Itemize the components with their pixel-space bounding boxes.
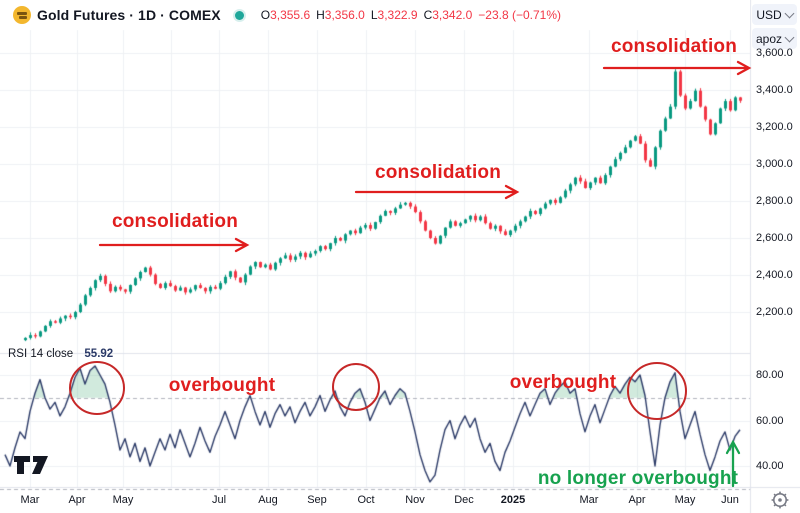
time-axis-label: Aug [258, 494, 278, 506]
open-label: O [260, 8, 271, 22]
price-axis-label: 3,400.0 [756, 84, 793, 96]
price-axis-label: 2,400.0 [756, 269, 793, 281]
close-value: 3,342.0 [432, 8, 473, 22]
price-axis-label: 80.00 [756, 369, 784, 381]
price-axis-label: 3,200.0 [756, 121, 793, 133]
annotation-consolidation-1: consolidation [111, 211, 239, 232]
time-axis-label: Jul [211, 494, 227, 506]
price-axis-label: 60.00 [756, 415, 784, 427]
chevron-down-icon [784, 8, 795, 18]
low-label: L [370, 8, 378, 22]
high-label: H [316, 8, 325, 22]
time-axis-label: Nov [405, 494, 425, 506]
chevron-down-icon [784, 32, 795, 42]
symbol-title[interactable]: Gold Futures · 1D · COMEX [37, 7, 221, 23]
low-value: 3,322.9 [377, 8, 418, 22]
annotation-overbought-1: overbought [168, 375, 276, 396]
unit-select-label: apoz [755, 31, 783, 46]
price-axis-label: 2,200.0 [756, 306, 793, 318]
time-axis-label: Mar [579, 494, 599, 506]
time-axis-label: Sep [307, 494, 327, 506]
currency-select-label: USD [756, 7, 782, 22]
gold-symbol-icon [13, 6, 31, 24]
chart-legend-bar: Gold Futures · 1D · COMEX O3,355.6 H3,356… [0, 0, 750, 30]
ohlc-values: O3,355.6 H3,356.0 L3,322.9 C3,342.0 −23.8 (−… [261, 8, 561, 22]
time-axis-label: Oct [357, 494, 375, 506]
annotation-consolidation-2: consolidation [374, 162, 502, 183]
time-axis-label: May [112, 494, 134, 506]
time-axis-label: 2025 [500, 494, 526, 506]
price-axis-label: 40.00 [756, 460, 784, 472]
rsi-indicator-label: RSI 14 close [8, 348, 74, 360]
price-axis-label: 2,600.0 [756, 232, 793, 244]
time-axis-label: May [674, 494, 696, 506]
change-value: −23.8 (−0.71%) [478, 8, 562, 22]
close-label: C [423, 8, 433, 22]
annotation-overbought-2: overbought [509, 372, 617, 393]
rsi-indicator-legend[interactable]: RSI 14 close 55.92 [8, 348, 113, 360]
currency-select-button[interactable]: USD [752, 4, 797, 25]
high-value: 3,356.0 [324, 8, 365, 22]
time-axis-label: Mar [20, 494, 40, 506]
annotation-no-longer-overbought: no longer overbought [537, 468, 739, 489]
time-axis-label: Apr [628, 494, 646, 506]
price-axis-label: 3,000.0 [756, 158, 793, 170]
price-axis-label: 3,600.0 [756, 47, 793, 59]
price-axis-label: 2,800.0 [756, 195, 793, 207]
tradingview-logo[interactable] [13, 455, 49, 475]
time-axis-label: Dec [454, 494, 474, 506]
market-status-icon[interactable] [234, 10, 244, 20]
unit-select-button[interactable]: apoz [752, 28, 797, 49]
rsi-indicator-value: 55.92 [84, 348, 114, 360]
timezone-settings-gear-icon[interactable] [770, 490, 790, 510]
open-value: 3,355.6 [270, 8, 311, 22]
annotation-consolidation-3: consolidation [610, 36, 738, 57]
time-axis-label: Apr [68, 494, 86, 506]
time-axis-label: Jun [721, 494, 739, 506]
